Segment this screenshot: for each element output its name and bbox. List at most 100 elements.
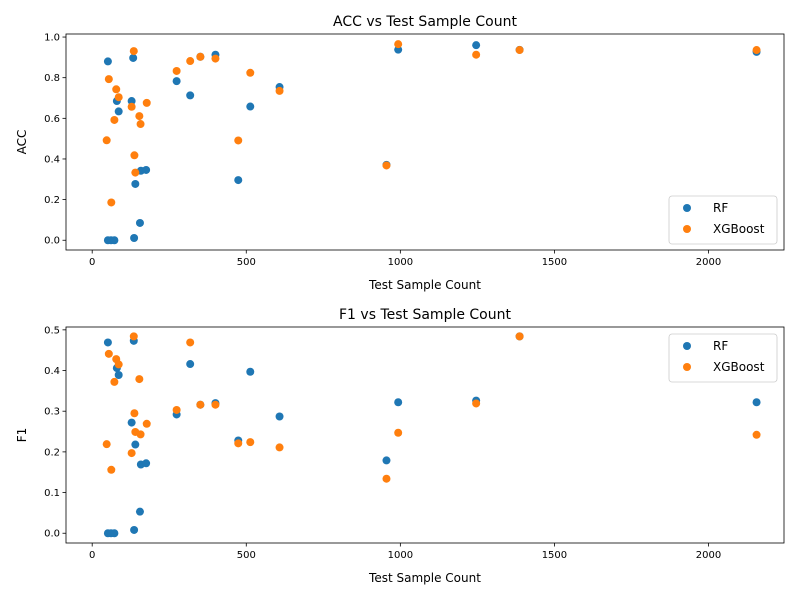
acc-y-tick-label: 0.0	[44, 236, 60, 247]
acc-legend: RF XGBoost	[668, 195, 778, 245]
acc-point-xgboost	[114, 93, 123, 102]
acc-point-rf	[234, 176, 243, 185]
acc-point-xgboost	[130, 151, 139, 160]
acc-point-rf	[172, 77, 181, 86]
acc-point-xgboost	[394, 40, 403, 49]
f1-point-rf	[110, 529, 119, 538]
acc-legend-marker-rf	[683, 204, 691, 212]
acc-y-tick-label: 0.4	[44, 154, 60, 165]
f1-point-xgboost	[142, 419, 151, 428]
f1-point-xgboost	[394, 428, 403, 437]
f1-y-tick-label: 0.0	[44, 529, 60, 540]
f1-point-rf	[131, 440, 140, 449]
f1-point-rf	[186, 360, 195, 369]
f1-legend-box	[668, 333, 778, 383]
acc-point-xgboost	[186, 57, 195, 66]
f1-point-xgboost	[127, 449, 136, 458]
acc-y-tick-label: 0.2	[44, 195, 60, 206]
f1-point-xgboost	[135, 375, 144, 384]
acc-point-rf	[246, 102, 255, 111]
f1-y-axis-label: F1	[15, 428, 29, 443]
acc-point-rf	[114, 107, 123, 116]
f1-legend-label-rf: RF	[713, 339, 728, 353]
f1-point-xgboost	[234, 439, 243, 448]
acc-point-rf	[103, 57, 112, 66]
acc-x-axis-label: Test Sample Count	[368, 278, 481, 292]
f1-x-tick-label: 2000	[696, 550, 721, 561]
f1-legend-marker-rf	[683, 342, 691, 350]
f1-x-tick-label: 0	[89, 550, 95, 561]
acc-point-rf	[394, 45, 403, 54]
f1-point-xgboost	[104, 349, 113, 358]
f1-point-rf	[394, 398, 403, 407]
acc-point-rf	[129, 53, 138, 62]
acc-y-axis-label: ACC	[15, 130, 29, 155]
acc-legend-label-xgboost: XGBoost	[713, 222, 765, 236]
acc-point-rf	[131, 179, 140, 188]
acc-point-xgboost	[131, 168, 140, 177]
f1-point-xgboost	[114, 360, 123, 369]
f1-y-tick-label: 0.3	[44, 407, 60, 418]
f1-plot-frame	[65, 326, 785, 544]
acc-point-xgboost	[104, 75, 113, 84]
acc-point-xgboost	[382, 161, 391, 170]
acc-point-xgboost	[472, 50, 481, 59]
f1-point-rf	[127, 418, 136, 427]
acc-ticks: 0 500 1000 1500 2000 0.0 0.2 0.4 0.6 0.8 1.0	[44, 33, 721, 268]
acc-point-xgboost	[246, 68, 255, 77]
f1-y-tick-label: 0.4	[44, 366, 60, 377]
acc-point-xgboost	[129, 47, 138, 56]
acc-point-xgboost	[127, 102, 136, 111]
f1-chart-title: F1 vs Test Sample Count	[339, 307, 511, 323]
f1-point-xgboost	[102, 440, 111, 449]
acc-point-xgboost	[275, 86, 284, 95]
f1-point-xgboost	[172, 405, 181, 414]
f1-legend-label-xgboost: XGBoost	[713, 360, 765, 374]
f1-point-xgboost	[186, 338, 195, 347]
f1-point-xgboost	[752, 430, 761, 439]
acc-point-xgboost	[102, 136, 111, 145]
f1-y-tick-label: 0.2	[44, 447, 60, 458]
f1-point-xgboost	[196, 400, 205, 409]
f1-point-xgboost	[382, 474, 391, 483]
acc-point-xgboost	[172, 66, 181, 75]
acc-plot-frame	[65, 33, 785, 251]
f1-point-xgboost	[246, 438, 255, 447]
f1-point-xgboost	[129, 332, 138, 341]
acc-x-tick-label: 2000	[696, 257, 721, 268]
acc-point-xgboost	[135, 112, 144, 121]
acc-point-xgboost	[196, 52, 205, 61]
f1-point-xgboost	[472, 399, 481, 408]
f1-point-xgboost	[275, 443, 284, 452]
f1-point-rf	[246, 367, 255, 376]
acc-y-tick-label: 0.8	[44, 73, 60, 84]
acc-point-rf	[472, 41, 481, 50]
acc-chart-title: ACC vs Test Sample Count	[333, 14, 517, 30]
acc-point-xgboost	[107, 198, 116, 207]
acc-point-xgboost	[234, 136, 243, 145]
acc-point-xgboost	[112, 85, 121, 94]
acc-point-rf	[127, 97, 136, 106]
acc-point-xgboost	[142, 98, 151, 107]
acc-legend-marker-xgboost	[683, 225, 691, 233]
f1-chart: F1 vs Test Sample Count Test Sample Coun…	[15, 307, 785, 585]
f1-point-xgboost	[110, 377, 119, 386]
f1-point-rf	[752, 398, 761, 407]
f1-point-xgboost	[515, 332, 524, 341]
acc-chart: ACC vs Test Sample Count Test Sample Cou…	[15, 14, 785, 292]
f1-legend: RF XGBoost	[668, 333, 778, 383]
f1-point-rf	[382, 456, 391, 465]
acc-point-xgboost	[211, 54, 220, 63]
acc-point-xgboost	[752, 46, 761, 55]
f1-x-axis-label: Test Sample Count	[368, 571, 481, 585]
f1-points	[102, 332, 761, 538]
f1-ticks: 0 500 1000 1500 2000 0.0 0.1 0.2 0.3 0.4 0.5	[44, 325, 721, 561]
acc-point-rf	[135, 218, 144, 227]
acc-point-xgboost	[136, 120, 145, 129]
acc-point-rf	[186, 91, 195, 100]
f1-y-tick-label: 0.5	[44, 325, 60, 336]
acc-y-tick-label: 0.6	[44, 114, 60, 125]
f1-x-tick-label: 500	[237, 550, 256, 561]
f1-point-rf	[130, 525, 139, 534]
